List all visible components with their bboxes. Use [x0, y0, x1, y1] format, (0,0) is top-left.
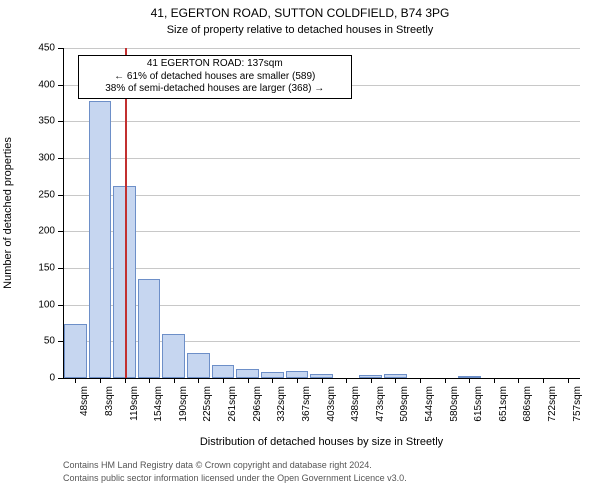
- x-tick-label: 154sqm: [153, 386, 164, 422]
- x-tick-label: 544sqm: [424, 386, 435, 422]
- x-tick: [420, 378, 421, 383]
- x-tick: [174, 378, 175, 383]
- x-tick: [543, 378, 544, 383]
- histogram-bar: [212, 365, 235, 378]
- grid-line: [63, 158, 580, 159]
- y-tick-label: 100: [33, 299, 55, 310]
- x-tick-label: 48sqm: [79, 386, 90, 416]
- y-tick-label: 350: [33, 116, 55, 127]
- annotation-box: 41 EGERTON ROAD: 137sqm← 61% of detached…: [78, 55, 352, 99]
- attribution-line-1: Contains HM Land Registry data © Crown c…: [63, 460, 372, 470]
- x-tick-label: 190sqm: [178, 386, 189, 422]
- x-tick: [297, 378, 298, 383]
- y-axis-label: Number of detached properties: [2, 137, 14, 289]
- x-tick: [494, 378, 495, 383]
- x-tick-label: 615sqm: [473, 386, 484, 422]
- x-tick-label: 509sqm: [399, 386, 410, 422]
- x-tick: [248, 378, 249, 383]
- x-tick-label: 580sqm: [449, 386, 460, 422]
- x-tick-label: 722sqm: [547, 386, 558, 422]
- y-axis-line: [63, 48, 64, 378]
- x-tick: [518, 378, 519, 383]
- chart-subtitle: Size of property relative to detached ho…: [0, 24, 600, 36]
- x-tick: [223, 378, 224, 383]
- x-tick: [100, 378, 101, 383]
- grid-line: [63, 48, 580, 49]
- y-tick-label: 200: [33, 226, 55, 237]
- y-tick-label: 450: [33, 43, 55, 54]
- x-tick: [322, 378, 323, 383]
- x-tick: [149, 378, 150, 383]
- y-tick-label: 300: [33, 153, 55, 164]
- histogram-bar: [138, 279, 161, 378]
- x-tick: [445, 378, 446, 383]
- x-tick-label: 438sqm: [350, 386, 361, 422]
- y-tick-label: 50: [33, 336, 55, 347]
- y-tick-label: 150: [33, 263, 55, 274]
- histogram-bar: [89, 101, 112, 378]
- histogram-bar: [162, 334, 185, 378]
- x-tick: [395, 378, 396, 383]
- x-tick: [346, 378, 347, 383]
- x-tick-label: 651sqm: [498, 386, 509, 422]
- histogram-bar: [286, 371, 309, 378]
- x-tick-label: 473sqm: [375, 386, 386, 422]
- grid-line: [63, 268, 580, 269]
- x-tick-label: 757sqm: [572, 386, 583, 422]
- grid-line: [63, 121, 580, 122]
- x-tick: [371, 378, 372, 383]
- x-tick-label: 83sqm: [104, 386, 115, 416]
- x-axis-label: Distribution of detached houses by size …: [63, 436, 580, 448]
- x-tick: [568, 378, 569, 383]
- plot-area: 41 EGERTON ROAD: 137sqm← 61% of detached…: [63, 48, 580, 378]
- attribution-line-2: Contains public sector information licen…: [63, 473, 407, 483]
- x-tick: [469, 378, 470, 383]
- x-tick-label: 261sqm: [227, 386, 238, 422]
- x-tick-label: 119sqm: [129, 386, 140, 421]
- histogram-bar: [187, 353, 210, 378]
- x-tick: [125, 378, 126, 383]
- histogram-bar: [236, 369, 259, 378]
- y-tick-label: 250: [33, 189, 55, 200]
- x-tick: [75, 378, 76, 383]
- x-tick-label: 367sqm: [301, 386, 312, 422]
- annotation-line: 41 EGERTON ROAD: 137sqm: [83, 58, 347, 71]
- chart-title: 41, EGERTON ROAD, SUTTON COLDFIELD, B74 …: [0, 6, 600, 20]
- annotation-line: 38% of semi-detached houses are larger (…: [83, 83, 347, 96]
- x-tick: [198, 378, 199, 383]
- histogram-bar: [64, 324, 87, 378]
- x-tick-label: 225sqm: [202, 386, 213, 422]
- grid-line: [63, 231, 580, 232]
- x-tick: [272, 378, 273, 383]
- y-tick-label: 400: [33, 79, 55, 90]
- grid-line: [63, 195, 580, 196]
- y-tick-label: 0: [33, 373, 55, 384]
- annotation-line: ← 61% of detached houses are smaller (58…: [83, 71, 347, 84]
- x-tick-label: 332sqm: [276, 386, 287, 422]
- x-tick-label: 686sqm: [522, 386, 533, 422]
- x-tick-label: 296sqm: [252, 386, 263, 422]
- x-tick-label: 403sqm: [326, 386, 337, 422]
- chart-container: { "chart": { "type": "histogram", "title…: [0, 0, 600, 500]
